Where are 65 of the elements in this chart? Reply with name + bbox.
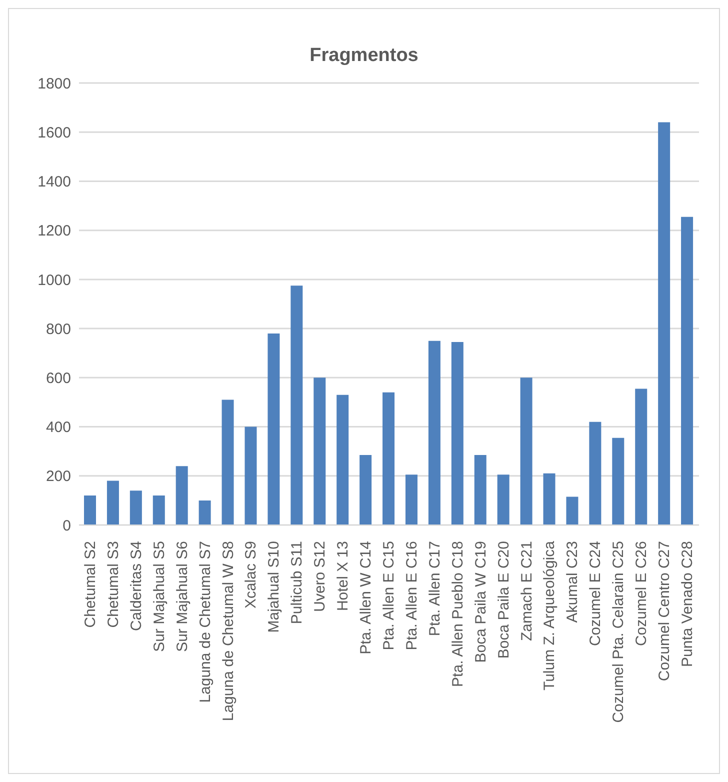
bar bbox=[176, 466, 188, 525]
x-tick-label: Tulum Z. Arqueológica bbox=[541, 540, 558, 691]
bar bbox=[84, 496, 96, 525]
bar bbox=[520, 378, 532, 525]
bar bbox=[244, 426, 257, 525]
x-tick-label: Zamach E C21 bbox=[518, 541, 536, 642]
x-tick-label: Akumal C23 bbox=[564, 541, 582, 623]
chart-title: Fragmentos bbox=[308, 44, 420, 68]
bar bbox=[543, 473, 556, 525]
x-tick-label: Pta. Allen Pueblo C18 bbox=[449, 541, 466, 687]
bar bbox=[130, 490, 142, 525]
bar bbox=[405, 474, 418, 525]
x-tick-label: Punta Venado C28 bbox=[679, 541, 696, 667]
x-tick-label: Boca Paila E C20 bbox=[495, 541, 512, 659]
y-tick-label: 1600 bbox=[38, 124, 71, 142]
x-tick-label: Boca Paila W C19 bbox=[472, 541, 490, 663]
bar bbox=[222, 400, 234, 525]
x-tick-label: Xcalac S9 bbox=[242, 541, 260, 609]
x-tick-label: Majahual S10 bbox=[266, 541, 283, 633]
bar bbox=[106, 480, 119, 525]
y-tick-label: 0 bbox=[62, 517, 71, 534]
x-tick-label: Sur Majahual S6 bbox=[174, 541, 191, 652]
bar bbox=[268, 333, 280, 525]
x-tick-label: Chetumal S2 bbox=[82, 541, 99, 628]
x-tick-label: Laguna de Chetumal W S8 bbox=[220, 541, 237, 722]
x-tick-label: Pulticub S11 bbox=[288, 541, 306, 624]
bar bbox=[314, 378, 326, 525]
y-tick-label: 1800 bbox=[38, 75, 71, 92]
x-tick-label: Pta. Allen E C15 bbox=[380, 541, 398, 650]
y-tick-label: 200 bbox=[46, 468, 71, 486]
x-tick-label: Cozumel Pta. Celarain C25 bbox=[610, 541, 628, 723]
bar bbox=[451, 342, 464, 525]
y-tick-label: 1400 bbox=[38, 174, 71, 191]
bar bbox=[566, 496, 578, 525]
y-tick-label: 1200 bbox=[38, 222, 71, 240]
bar bbox=[497, 474, 510, 525]
x-tick-label: Laguna de Chetumal S7 bbox=[196, 541, 214, 703]
x-tick-label: Pta. Allen E C16 bbox=[403, 541, 420, 650]
bar bbox=[152, 496, 165, 525]
x-tick-label: Hotel X 13 bbox=[334, 541, 352, 612]
bar bbox=[198, 500, 211, 525]
x-tick-label: Uvero S12 bbox=[312, 541, 329, 612]
bar bbox=[428, 340, 440, 525]
y-tick-label: 400 bbox=[46, 419, 71, 436]
bar bbox=[382, 392, 395, 525]
x-tick-label: Pta. Allen W C14 bbox=[358, 541, 375, 654]
y-tick-label: 600 bbox=[46, 370, 71, 387]
x-tick-label: Pta. Allen C17 bbox=[426, 541, 444, 636]
bar bbox=[635, 388, 648, 525]
x-tick-label: Chetumal S3 bbox=[104, 541, 122, 628]
x-tick-label: Cozumel E C26 bbox=[633, 541, 650, 646]
y-tick-label: 1000 bbox=[38, 272, 71, 289]
x-tick-label: Cozumel Centro C27 bbox=[656, 541, 674, 682]
bar bbox=[681, 216, 694, 525]
x-tick-label: Cozumel E C24 bbox=[587, 541, 604, 646]
x-tick-label: Calderitas S4 bbox=[128, 541, 145, 632]
bar bbox=[290, 286, 303, 525]
bar bbox=[612, 438, 624, 525]
bar bbox=[589, 422, 602, 525]
bar bbox=[474, 455, 486, 525]
y-tick-label: 800 bbox=[46, 320, 71, 338]
bar bbox=[658, 122, 670, 525]
bar bbox=[336, 394, 349, 525]
bar bbox=[360, 455, 372, 525]
x-tick-label: Sur Majahual S5 bbox=[150, 541, 168, 652]
